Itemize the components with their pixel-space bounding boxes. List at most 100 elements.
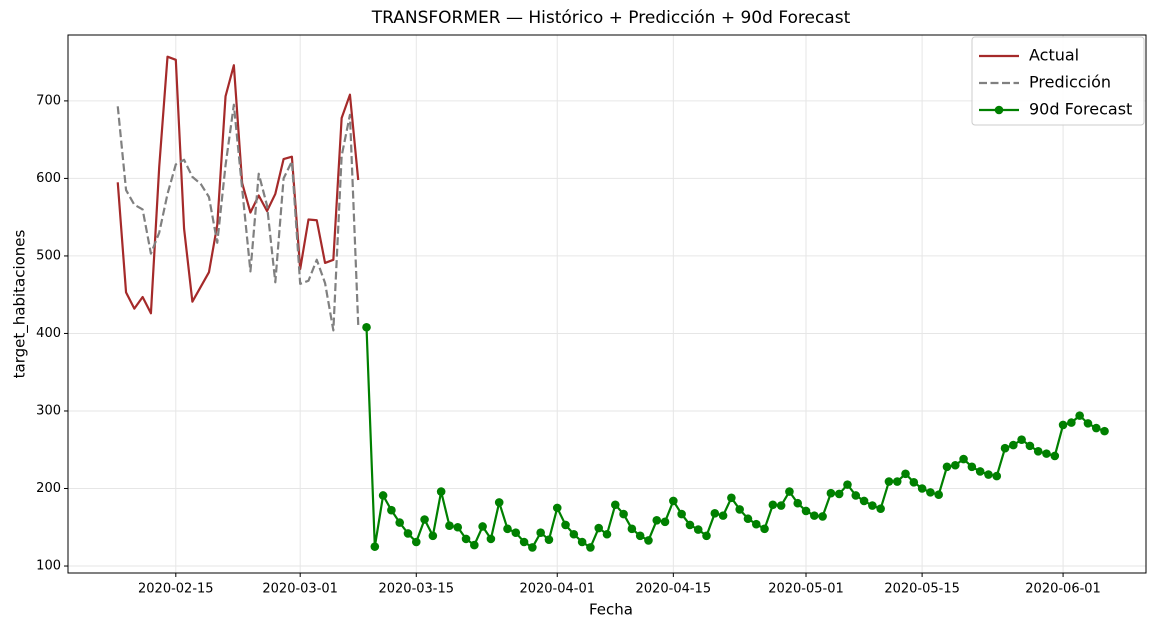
point [445,521,454,531]
point [602,529,612,539]
point [793,498,803,508]
point [594,523,604,533]
point [519,537,529,547]
y-tick-label: 600 [36,171,61,186]
x-tick-label: 2020-03-01 [262,582,338,597]
point [892,477,902,486]
point [627,524,637,534]
point [428,531,438,541]
point [934,490,943,500]
point [403,529,413,538]
legend-label: 90d Forecast [1029,100,1132,119]
point [950,460,960,470]
x-tick-label: 2020-03-15 [378,582,454,597]
y-tick-label: 700 [36,93,61,108]
plot-frame [67,34,1147,574]
point [926,488,935,497]
point [702,531,711,541]
y-tick-label: 300 [36,403,61,418]
point [486,534,496,544]
plot-area [68,35,1146,573]
point [669,496,678,506]
point [569,529,579,539]
point [1058,420,1068,430]
point [959,454,968,464]
point [1025,441,1035,451]
point [735,505,744,514]
point [851,491,861,500]
y-tick-label: 200 [36,481,61,496]
point [1075,411,1084,420]
point [909,477,919,487]
chart-title: TRANSFORMER — Histórico + Predicción + 9… [371,8,851,28]
point [494,498,504,507]
point [785,487,794,496]
point [1042,449,1051,458]
point [1067,418,1076,427]
point [1100,426,1109,436]
point [610,500,620,510]
y-axis-label: target_habitaciones [11,229,30,378]
point [461,534,471,544]
point [843,480,852,489]
plot [116,55,1109,552]
point [1050,451,1060,461]
point [1000,443,1010,453]
point [1033,446,1043,456]
point [453,522,463,532]
point [776,501,786,510]
point [818,512,827,521]
point [727,493,736,503]
point [586,543,595,552]
point [901,469,910,479]
point [859,496,869,506]
point [561,520,570,530]
point [544,535,554,544]
point [884,477,894,486]
point [511,528,521,537]
point [710,509,720,518]
point [536,528,545,537]
point [478,522,487,531]
x-tick-label: 2020-02-15 [138,582,214,597]
point [420,515,429,524]
point [768,500,778,510]
x-axis-label: Fecha [589,601,633,619]
point [362,322,371,332]
point [967,462,977,472]
x-tick-label: 2020-04-01 [519,582,595,597]
point [503,524,512,534]
legend: Actual Predicción 90d Forecast [971,36,1145,126]
point [868,501,877,510]
point [470,540,479,550]
point [1083,419,1093,428]
x-tick-label: 2020-05-01 [768,582,844,597]
legend-label: Predicción [1029,73,1111,92]
point [917,484,927,493]
point [826,488,836,498]
x-tick-label: 2020-04-15 [636,582,712,597]
point [635,531,645,541]
point [370,542,380,551]
point [378,491,388,500]
point [387,505,396,515]
point [743,514,753,524]
point [760,524,769,534]
point [876,504,885,513]
point [685,520,695,530]
point [660,517,670,527]
point [751,519,761,529]
point [411,537,421,547]
point [801,506,811,516]
y-tick-label: 500 [36,248,61,263]
x-tick-label: 2020-05-15 [884,582,960,597]
point [528,543,537,552]
point [677,509,686,519]
point [693,525,703,534]
point [644,536,653,545]
grid [68,35,1146,573]
point [834,489,844,499]
point [992,471,1002,481]
